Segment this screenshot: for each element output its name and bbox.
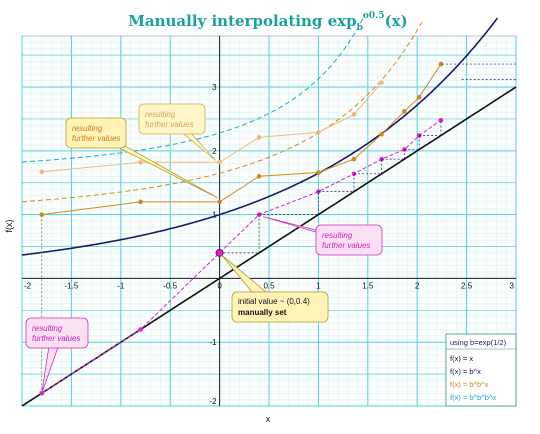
title-main: Manually interpolating exp xyxy=(128,12,356,30)
y-tick-label: 3 xyxy=(212,83,217,92)
peach-interp-point xyxy=(379,80,384,85)
callout-text-line1: resulting xyxy=(145,110,176,119)
peach-interp-point xyxy=(351,112,357,117)
initial-point xyxy=(215,248,224,257)
tick-labels: -2 -1.5 -1 -0.5 0 0.5 1 1.5 2 2.5 3 -2 -1 1 2 3 xyxy=(24,83,515,406)
callout: initial value ~ (0,0.4) manually set xyxy=(221,254,329,323)
x-tick-label: 1 xyxy=(316,281,321,290)
orange-interp-point xyxy=(316,170,321,175)
x-tick-label: -1 xyxy=(117,281,125,290)
interpolation-layer xyxy=(39,61,516,396)
series-line xyxy=(21,18,424,203)
series-line xyxy=(21,17,499,256)
x-tick-label: 2 xyxy=(415,281,420,290)
legend-title: using b=exp(1/2) xyxy=(450,338,507,347)
legend-item: f(x) = b^b^b^x xyxy=(450,393,496,402)
legend-item: f(x) = b^b^x xyxy=(450,380,489,389)
legend-item: f(x) = b^x xyxy=(450,367,481,376)
callout-box xyxy=(65,117,127,149)
legend: using b=exp(1/2) f(x) = x f(x) = b^x f(x) =… xyxy=(445,333,517,407)
y-tick-label: -1 xyxy=(209,338,217,347)
title-tail: (x) xyxy=(385,12,408,30)
chart-title: Manually interpolating expbo0.5(x) xyxy=(128,11,407,33)
x-tick-label: -1.5 xyxy=(65,281,79,290)
orange-interp-point xyxy=(39,212,45,217)
y-tick-label: -2 xyxy=(209,397,217,406)
orange-interp-point xyxy=(256,174,262,179)
peach-interp-point xyxy=(138,160,143,165)
peach-interp-point xyxy=(256,135,262,140)
x-tick-label: 3 xyxy=(510,281,515,290)
orange-interp-line xyxy=(41,63,442,216)
x-tick-label: 1.5 xyxy=(362,281,374,290)
peach-interp-point xyxy=(217,160,222,165)
y-tick-label: 2 xyxy=(212,147,217,156)
peach-interp-point xyxy=(316,130,321,135)
magenta-interp-point xyxy=(438,117,444,123)
callout-box xyxy=(315,224,383,256)
title-subscript: b xyxy=(357,23,363,33)
legend-box xyxy=(445,333,517,407)
orange-interp-point xyxy=(351,156,357,162)
callout-text-line2: further values xyxy=(32,334,80,343)
callout-text-line2: manually set xyxy=(238,308,287,317)
svg-text:Manually interpolating expbo0.: Manually interpolating expbo0.5(x) xyxy=(128,11,407,33)
orange-interp-point xyxy=(138,199,143,205)
callout-text-line1: resulting xyxy=(322,231,353,240)
magenta-interp-line xyxy=(41,119,442,394)
callout-box xyxy=(231,291,329,323)
x-tick-label: -2 xyxy=(24,281,32,290)
callout-text-line1: resulting xyxy=(32,324,63,333)
orange-interp-point xyxy=(379,131,384,137)
callout-text-line2: further values xyxy=(145,120,193,129)
x-axis-label: x xyxy=(266,414,271,424)
title-superscript: o0.5 xyxy=(363,11,385,21)
orange-interp-point xyxy=(438,61,444,67)
legend-item: f(x) = x xyxy=(450,354,473,363)
x-tick-label: 0.5 xyxy=(263,281,275,290)
callout-text-line2: further values xyxy=(322,241,370,250)
x-tick-label: 0 xyxy=(217,281,222,290)
x-tick-label: 2.5 xyxy=(461,281,473,290)
orange-interp-point xyxy=(402,108,407,114)
y-tick-label: 1 xyxy=(212,211,217,220)
magenta-interp-point xyxy=(138,327,143,332)
y-axis-label: f(x) xyxy=(4,220,14,233)
callout-box xyxy=(25,317,89,349)
x-tick-label: -0.5 xyxy=(163,281,177,290)
callout-text-line1: resulting xyxy=(72,124,103,133)
callout-text-line1: initial value ~ (0,0.4) xyxy=(238,297,310,306)
callout-text-line2: further values xyxy=(72,134,120,143)
callout-box xyxy=(138,103,206,135)
peach-interp-point xyxy=(39,169,45,175)
orange-interp-point xyxy=(217,199,222,205)
orange-interp-point xyxy=(416,94,422,100)
